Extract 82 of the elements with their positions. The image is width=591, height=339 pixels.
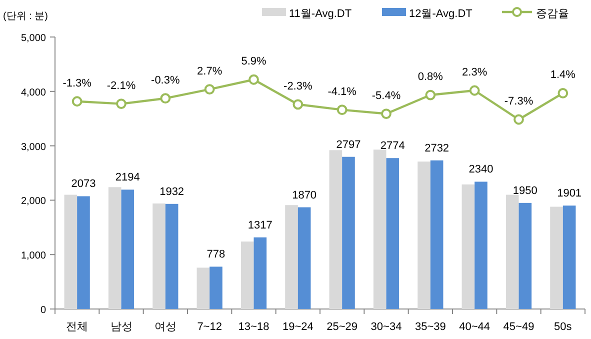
legend-label: 증감율 bbox=[536, 8, 569, 20]
bar bbox=[386, 158, 400, 309]
data-label: 778 bbox=[206, 248, 226, 261]
bar bbox=[77, 196, 90, 309]
data-label: 2.3% bbox=[462, 66, 488, 78]
y-tick-label: 4,000 bbox=[20, 87, 46, 98]
data-label: -4.1% bbox=[328, 86, 357, 98]
x-tick-label: 여성 bbox=[154, 321, 176, 333]
point bbox=[248, 74, 259, 85]
x-tick-label: 남성 bbox=[110, 321, 132, 333]
point bbox=[72, 96, 82, 107]
bar bbox=[121, 190, 134, 309]
data-label: 2.7% bbox=[197, 65, 222, 78]
data-label: -7.3% bbox=[504, 96, 534, 108]
bar bbox=[254, 237, 267, 309]
x-tick-label: 40~44 bbox=[459, 321, 490, 333]
legend-label: 11월-Avg.DT bbox=[289, 8, 352, 20]
data-label: -2.3% bbox=[284, 80, 312, 92]
bar bbox=[342, 156, 355, 309]
data-label: 2797 bbox=[336, 138, 361, 151]
point bbox=[469, 85, 480, 96]
text: (단위 : 분) bbox=[3, 11, 48, 22]
point bbox=[336, 104, 348, 116]
point bbox=[425, 90, 436, 100]
bar bbox=[474, 182, 488, 309]
data-label: 2073 bbox=[71, 178, 96, 190]
data-label: 1901 bbox=[557, 188, 582, 200]
bar bbox=[462, 184, 475, 309]
bar bbox=[430, 160, 444, 309]
x-tick-label: 50s bbox=[554, 321, 572, 333]
bar bbox=[418, 162, 430, 309]
point bbox=[160, 93, 171, 104]
x-tick-label: 19~24 bbox=[282, 321, 314, 333]
y-tick-label: 1,000 bbox=[20, 250, 46, 262]
x-tick-label: 45~49 bbox=[503, 321, 534, 333]
data-label: 2340 bbox=[468, 164, 494, 176]
point bbox=[204, 84, 215, 94]
data-label: 1.4% bbox=[550, 69, 576, 82]
data-label: -0.3% bbox=[151, 74, 180, 86]
point bbox=[292, 99, 304, 110]
x-tick-label: 25~29 bbox=[326, 321, 358, 333]
data-label: -1.3% bbox=[62, 77, 92, 90]
bar bbox=[518, 202, 532, 309]
bar bbox=[550, 206, 563, 309]
x-tick-label: 7~12 bbox=[197, 321, 222, 333]
bar bbox=[240, 242, 254, 309]
bar bbox=[165, 204, 178, 309]
data-label: 1950 bbox=[512, 184, 538, 197]
y-tick-label: 2,000 bbox=[20, 196, 46, 208]
y-tick-label: 5,000 bbox=[20, 33, 46, 44]
y-tick-label: 3,000 bbox=[20, 142, 46, 153]
point bbox=[116, 98, 126, 109]
data-label: 1932 bbox=[160, 186, 184, 198]
point bbox=[381, 108, 392, 119]
y-tick-label: 0 bbox=[40, 305, 46, 316]
x-tick-label: 30~34 bbox=[370, 321, 402, 333]
bar bbox=[64, 194, 78, 309]
x-tick-label: 전체 bbox=[66, 321, 88, 333]
bar bbox=[562, 206, 576, 309]
bar bbox=[196, 268, 210, 309]
data-label: 1317 bbox=[248, 219, 272, 232]
bar bbox=[210, 266, 222, 309]
data-label: 0.8% bbox=[418, 71, 444, 84]
data-label: 5.9% bbox=[241, 56, 266, 68]
x-tick-label: 35~39 bbox=[414, 321, 446, 333]
bar bbox=[152, 203, 166, 309]
bar bbox=[506, 194, 519, 309]
data-label: 2774 bbox=[380, 140, 405, 152]
legend-label: 12월-Avg.DT bbox=[409, 8, 473, 20]
bar bbox=[285, 205, 298, 309]
data-label: 2732 bbox=[424, 142, 450, 154]
data-label: -2.1% bbox=[106, 80, 136, 92]
bar bbox=[108, 187, 122, 309]
x-tick-label: 13~18 bbox=[238, 321, 270, 333]
point bbox=[558, 88, 568, 98]
bar bbox=[329, 150, 342, 309]
bar bbox=[373, 150, 386, 309]
data-label: 2194 bbox=[115, 172, 140, 184]
data-label: -5.4% bbox=[372, 90, 401, 102]
point bbox=[514, 114, 524, 125]
bar bbox=[298, 207, 311, 309]
data-label: 1870 bbox=[292, 189, 317, 202]
